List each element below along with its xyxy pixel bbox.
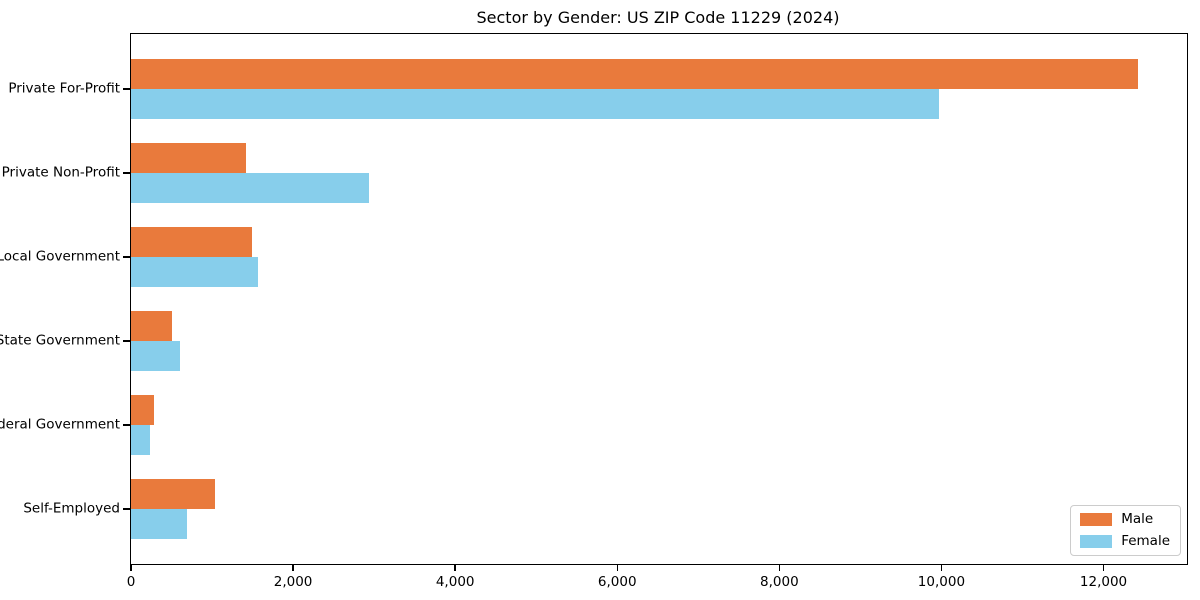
legend-item-male: Male bbox=[1080, 511, 1170, 527]
y-tick-mark bbox=[122, 88, 130, 90]
y-tick-mark bbox=[122, 508, 130, 510]
x-axis-tick-label: 4,000 bbox=[435, 574, 475, 590]
bar-female-6 bbox=[131, 509, 187, 539]
bar-male-2 bbox=[131, 143, 247, 173]
legend-label-female: Female bbox=[1121, 532, 1170, 549]
y-axis-category-label: Self-Employed bbox=[23, 500, 120, 517]
bar-female-5 bbox=[131, 425, 150, 455]
x-tick-mark bbox=[616, 564, 618, 571]
legend-item-female: Female bbox=[1080, 532, 1170, 549]
y-axis-category-label: Private Non-Profit bbox=[1, 164, 120, 181]
x-axis-tick-label: 8,000 bbox=[760, 574, 799, 590]
y-axis-category-label: State Government bbox=[0, 332, 120, 349]
x-axis-tick-label: 0 bbox=[126, 574, 136, 590]
bar-male-1 bbox=[131, 59, 1139, 89]
bar-female-3 bbox=[131, 257, 259, 287]
x-tick-mark bbox=[1102, 564, 1105, 571]
x-tick-mark bbox=[130, 564, 132, 571]
bar-female-1 bbox=[131, 89, 939, 119]
legend-label-male: Male bbox=[1121, 511, 1154, 527]
y-tick-mark bbox=[122, 172, 130, 174]
bar-female-4 bbox=[131, 341, 180, 371]
x-tick-mark bbox=[292, 564, 294, 571]
male-color-swatch bbox=[1080, 513, 1113, 527]
y-tick-mark bbox=[122, 340, 130, 342]
x-tick-mark bbox=[940, 564, 943, 571]
x-tick-mark bbox=[778, 564, 781, 571]
x-axis-tick-label: 2,000 bbox=[273, 574, 313, 590]
plot-area: Male Female Private For-Profit Private No… bbox=[0, 33, 1188, 590]
bar-male-4 bbox=[131, 311, 173, 341]
bar-male-6 bbox=[131, 479, 215, 509]
chart-title: Sector by Gender: US ZIP Code 11229 (202… bbox=[476, 8, 840, 27]
x-axis-tick-label: 12,000 bbox=[1079, 574, 1128, 590]
y-axis-category-label: Local Government bbox=[0, 248, 120, 265]
bar-male-5 bbox=[131, 395, 154, 425]
x-axis-tick-label: 10,000 bbox=[917, 574, 966, 590]
x-axis-tick-label: 6,000 bbox=[597, 574, 637, 590]
female-color-swatch bbox=[1080, 534, 1113, 548]
bar-female-2 bbox=[131, 173, 369, 203]
y-axis-category-label: Private For-Profit bbox=[8, 80, 120, 97]
y-axis-category-label: Federal Government bbox=[0, 416, 120, 433]
y-tick-mark bbox=[122, 424, 130, 426]
legend: Male Female bbox=[1070, 505, 1181, 556]
y-tick-mark bbox=[122, 256, 130, 258]
bar-male-3 bbox=[131, 227, 252, 257]
x-tick-mark bbox=[454, 564, 456, 571]
